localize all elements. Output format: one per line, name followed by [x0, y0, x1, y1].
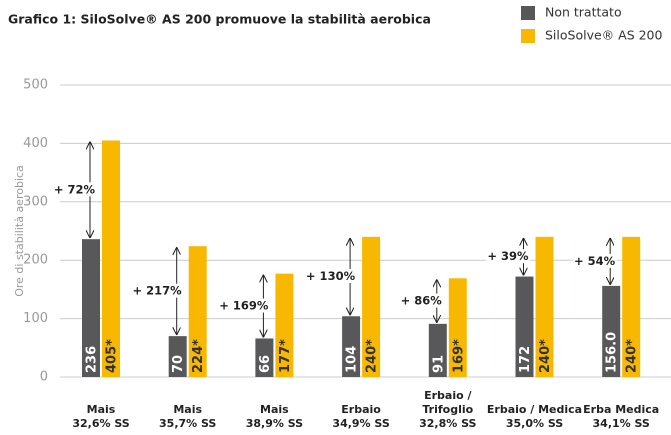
y-tick-label: 0 — [40, 370, 48, 385]
x-tick-label: Mais — [87, 403, 116, 416]
value-label: 224* — [191, 339, 206, 373]
chart-title: Grafico 1: SiloSolve® AS 200 promuove la… — [8, 12, 431, 27]
legend-swatch — [521, 29, 535, 43]
bar — [428, 323, 447, 377]
annotation: + 54% — [574, 254, 616, 268]
value-label: 104 — [345, 346, 360, 373]
value-label: 169* — [451, 339, 466, 373]
annotation: + 130% — [306, 269, 356, 283]
bar — [602, 285, 621, 377]
bar — [362, 236, 381, 377]
x-tick-label: 38,9% SS — [246, 417, 303, 430]
annotation: + 217% — [133, 284, 183, 298]
y-tick-label: 300 — [23, 194, 48, 209]
value-label: 405* — [105, 339, 120, 373]
value-label: 240* — [538, 339, 553, 373]
x-tick-label: Erbaio / Medica — [487, 403, 582, 416]
bar — [255, 338, 274, 377]
value-label: 70 — [171, 355, 186, 373]
bar — [515, 276, 534, 377]
x-tick-label: Erba Medica — [583, 403, 659, 416]
x-tick-label: Mais — [260, 403, 289, 416]
x-tick-label: 35,7% SS — [159, 417, 216, 430]
annotation: + 72% — [54, 182, 96, 196]
value-label: 172 — [518, 346, 533, 373]
legend-swatch — [521, 6, 535, 20]
bar — [82, 239, 100, 377]
annotation-bg — [399, 293, 444, 308]
value-label: 240* — [365, 339, 380, 373]
annotation-bg — [52, 182, 97, 197]
bar — [188, 246, 207, 377]
bar — [102, 140, 120, 377]
legend-label: SiloSolve® AS 200 — [545, 28, 663, 43]
y-tick-label: 100 — [23, 311, 48, 326]
annotation-bg — [218, 298, 270, 313]
y-tick-label: 500 — [23, 78, 48, 93]
value-label: 177* — [278, 339, 293, 373]
bar — [448, 278, 467, 377]
bar — [342, 316, 361, 377]
y-tick-label: 200 — [23, 253, 48, 268]
bar — [622, 236, 641, 377]
x-tick-label: Erbaio / — [424, 389, 472, 402]
value-label: 156.0 — [605, 332, 620, 373]
x-tick-label: 34,9% SS — [332, 417, 389, 430]
annotation-bg — [573, 253, 617, 268]
x-tick-label: 32,8% SS — [419, 417, 476, 430]
y-axis-label: Ore di stabilità aerobica — [13, 165, 26, 297]
annotation: + 39% — [487, 249, 529, 263]
annotation-bg — [486, 249, 530, 264]
x-tick-label: Mais — [173, 403, 202, 416]
value-label: 236 — [85, 346, 100, 373]
x-tick-label: 34,1% SS — [593, 417, 650, 430]
x-tick-label: Erbaio — [341, 403, 381, 416]
x-tick-label: 35,0% SS — [506, 417, 563, 430]
annotation: + 86% — [401, 294, 443, 308]
x-tick-label: Trifoglio — [422, 403, 473, 416]
annotation-bg — [304, 269, 357, 284]
annotation-bg — [131, 283, 184, 298]
annotation: + 169% — [219, 299, 269, 313]
value-label: 91 — [431, 355, 446, 373]
bar — [535, 236, 554, 377]
bar — [275, 273, 294, 377]
value-label: 66 — [258, 355, 273, 373]
bar — [168, 336, 187, 377]
x-tick-label: 32,6% SS — [72, 417, 129, 430]
y-tick-label: 400 — [23, 136, 48, 151]
legend-label: Non trattato — [545, 5, 622, 20]
value-label: 240* — [625, 339, 640, 373]
